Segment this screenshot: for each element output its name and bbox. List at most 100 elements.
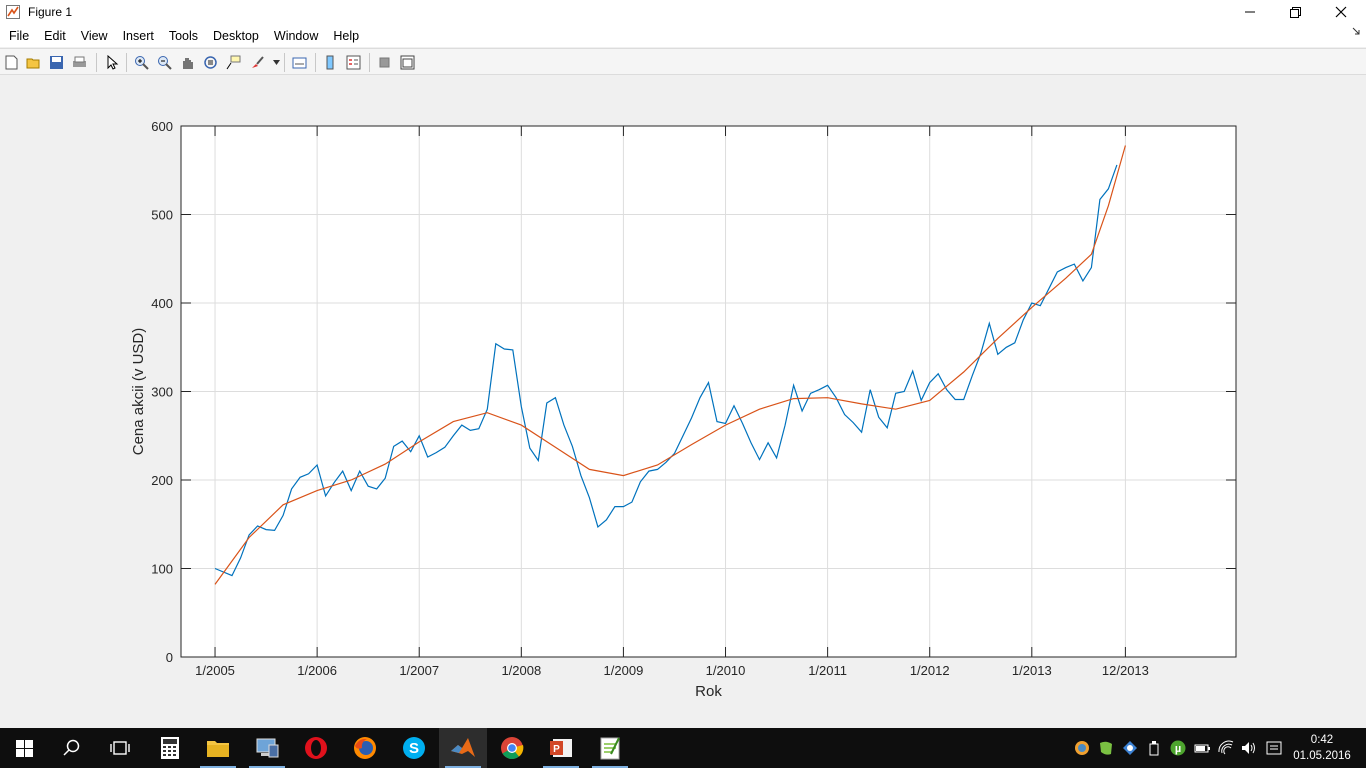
tray-volume-icon[interactable] — [1241, 740, 1257, 756]
menu-bar: File Edit View Insert Tools Desktop Wind… — [0, 24, 1366, 47]
menu-tools[interactable]: Tools — [163, 29, 204, 43]
tray-utorrent-icon[interactable]: µ — [1170, 740, 1186, 756]
clock-date: 01.05.2016 — [1293, 750, 1351, 762]
hide-plot-tools-icon[interactable] — [376, 54, 393, 71]
pan-icon[interactable] — [179, 54, 196, 71]
calculator-icon[interactable] — [146, 728, 194, 768]
restore-button[interactable] — [1272, 0, 1318, 24]
task-view-icon[interactable] — [96, 728, 144, 768]
tray-battery-icon[interactable] — [1194, 740, 1210, 756]
tray-app-icon[interactable] — [1074, 740, 1090, 756]
zoom-in-icon[interactable] — [133, 54, 150, 71]
powerpoint-icon[interactable]: P — [537, 728, 585, 768]
x-tick-label: 1/2009 — [604, 663, 644, 678]
tray-action-center-icon[interactable] — [1266, 740, 1282, 756]
new-figure-icon[interactable] — [3, 54, 20, 71]
x-tick-label: 1/2008 — [501, 663, 541, 678]
toolbar-separator — [369, 53, 370, 72]
toolbar-separator — [126, 53, 127, 72]
chrome-icon[interactable] — [488, 728, 536, 768]
windows-taskbar: S P µ 0:42 01.05.2016 — [0, 728, 1366, 768]
running-indicator — [445, 766, 481, 768]
menu-window[interactable]: Window — [268, 29, 324, 43]
series-line-2 — [214, 145, 1126, 585]
menu-insert-label: Insert — [122, 28, 154, 43]
open-file-icon[interactable] — [25, 54, 42, 71]
brush-dropdown-icon[interactable] — [268, 54, 285, 71]
window-title: Figure 1 — [28, 5, 73, 19]
menu-dock-arrow-icon[interactable] — [1352, 27, 1360, 35]
line-chart[interactable]: 1/2005 1/2006 1/2007 1/2008 1/2009 1/2010 1/20… — [0, 76, 1366, 728]
menu-file-label: File — [9, 28, 30, 43]
running-indicator — [249, 766, 285, 768]
close-button[interactable] — [1318, 0, 1364, 24]
firefox-icon[interactable] — [341, 728, 389, 768]
opera-icon[interactable] — [292, 728, 340, 768]
brush-icon[interactable] — [249, 54, 266, 71]
system-clock[interactable]: 0:42 01.05.2016 — [1292, 732, 1352, 764]
svg-text:P: P — [553, 744, 560, 755]
menu-edit[interactable]: Edit — [38, 29, 72, 43]
toolbar-separator — [284, 53, 285, 72]
menu-desktop[interactable]: Desktop — [207, 29, 265, 43]
menu-desktop-label: Desktop — [213, 28, 259, 43]
minimize-button[interactable] — [1227, 0, 1273, 24]
y-tick-label: 200 — [151, 473, 173, 488]
computer-management-icon[interactable] — [243, 728, 291, 768]
skype-icon[interactable]: S — [390, 728, 438, 768]
matlab-icon[interactable] — [439, 728, 487, 768]
x-tick-label: 1/2007 — [399, 663, 439, 678]
tray-network-drive-icon[interactable] — [1122, 740, 1138, 756]
save-icon[interactable] — [48, 54, 65, 71]
data-cursor-icon[interactable] — [225, 54, 242, 71]
restore-icon — [1289, 6, 1301, 18]
toolbar-separator — [315, 53, 316, 72]
running-indicator — [592, 766, 628, 768]
running-indicator — [200, 766, 236, 768]
notepad-icon[interactable] — [586, 728, 634, 768]
figure-canvas: 1/2005 1/2006 1/2007 1/2008 1/2009 1/2010 1/20… — [0, 76, 1366, 728]
y-tick-label: 100 — [151, 562, 173, 577]
x-tick-label: 1/2010 — [706, 663, 746, 678]
running-indicator — [543, 766, 579, 768]
menu-insert[interactable]: Insert — [117, 29, 160, 43]
colorbar-icon[interactable] — [322, 54, 339, 71]
tray-wifi-icon[interactable] — [1218, 740, 1234, 756]
file-explorer-icon[interactable] — [194, 728, 242, 768]
menu-help-label: Help — [333, 28, 360, 43]
menu-window-label: Window — [273, 28, 319, 43]
y-tick-label: 500 — [151, 208, 173, 223]
zoom-out-icon[interactable] — [156, 54, 173, 71]
menu-view[interactable]: View — [75, 29, 114, 43]
menu-edit-label: Edit — [44, 28, 66, 43]
menu-view-label: View — [80, 28, 108, 43]
show-plot-tools-icon[interactable] — [399, 54, 416, 71]
x-axis-label: Rok — [695, 683, 722, 700]
x-tick-label: 12/2013 — [1102, 663, 1149, 678]
y-tick-label: 300 — [151, 385, 173, 400]
x-tick-label: 1/2013 — [1012, 663, 1052, 678]
search-icon[interactable] — [48, 728, 96, 768]
x-tick-label: 1/2012 — [910, 663, 950, 678]
menu-help[interactable]: Help — [327, 29, 365, 43]
window-titlebar: Figure 1 — [0, 0, 1366, 24]
close-icon — [1335, 6, 1347, 18]
y-tick-label: 400 — [151, 296, 173, 311]
menu-file[interactable]: File — [3, 29, 35, 43]
link-plot-icon[interactable] — [291, 54, 308, 71]
rotate-3d-icon[interactable] — [202, 54, 219, 71]
svg-text:S: S — [409, 740, 419, 757]
windows-start-icon[interactable] — [0, 728, 48, 768]
y-tick-label: 0 — [166, 650, 173, 665]
tray-usb-icon[interactable] — [1146, 740, 1162, 756]
x-tick-label: 1/2005 — [195, 663, 235, 678]
print-icon[interactable] — [71, 54, 88, 71]
clock-time: 0:42 — [1310, 734, 1334, 746]
figure-toolbar — [0, 48, 1366, 75]
axes-box — [180, 125, 1237, 658]
y-axis-label: Cena akcii (v USD) — [130, 328, 147, 456]
pointer-icon[interactable] — [103, 54, 120, 71]
tray-evernote-icon[interactable] — [1098, 740, 1114, 756]
legend-icon[interactable] — [345, 54, 362, 71]
x-tick-label: 1/2011 — [808, 663, 847, 678]
